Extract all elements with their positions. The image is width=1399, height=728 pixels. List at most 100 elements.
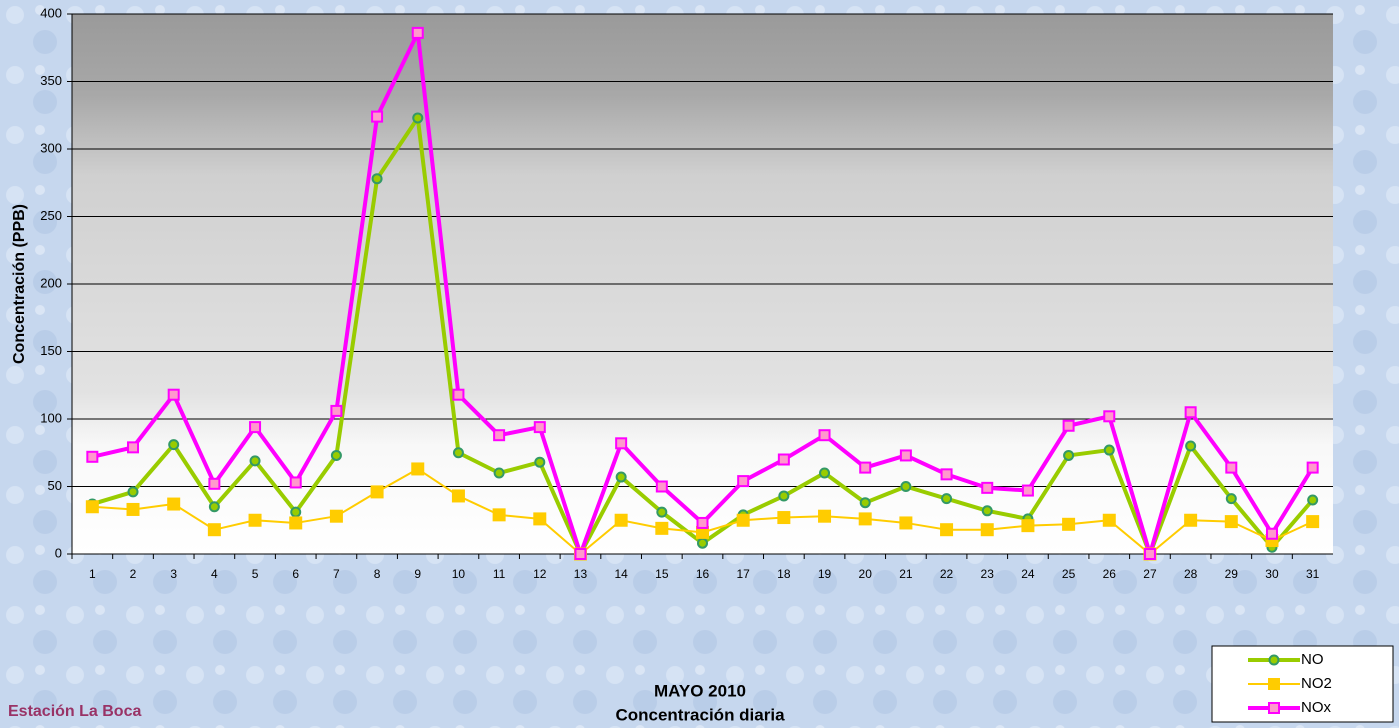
y-tick-label: 250 — [40, 208, 62, 223]
data-point — [251, 456, 260, 465]
data-point — [861, 498, 870, 507]
y-tick-label: 300 — [40, 140, 62, 155]
legend-label: NO2 — [1301, 675, 1332, 692]
data-point — [1023, 486, 1033, 496]
data-point — [493, 509, 505, 521]
y-tick-label: 100 — [40, 410, 62, 425]
data-point — [778, 512, 790, 524]
data-point — [332, 451, 341, 460]
x-tick-label: 31 — [1306, 567, 1320, 581]
x-tick-label: 10 — [452, 567, 466, 581]
data-point — [330, 510, 342, 522]
x-tick-label: 22 — [940, 567, 954, 581]
x-tick-label: 19 — [818, 567, 832, 581]
data-point — [453, 390, 463, 400]
data-point — [617, 473, 626, 482]
data-point — [1022, 520, 1034, 532]
legend-label: NO — [1301, 651, 1324, 668]
x-tick-label: 16 — [696, 567, 710, 581]
data-point — [1307, 516, 1319, 528]
data-point — [1063, 518, 1075, 530]
x-tick-label: 6 — [292, 567, 299, 581]
data-point — [331, 406, 341, 416]
chart: Concentración (PPB) MAYO 2010 Concentrac… — [0, 0, 1399, 728]
data-point — [413, 113, 422, 122]
data-point — [737, 514, 749, 526]
data-point — [373, 174, 382, 183]
data-point — [859, 513, 871, 525]
data-point — [1064, 421, 1074, 431]
x-tick-label: 4 — [211, 567, 218, 581]
data-point — [1064, 451, 1073, 460]
x-tick-label: 25 — [1062, 567, 1076, 581]
data-point — [208, 524, 220, 536]
x-tick-label: 24 — [1021, 567, 1035, 581]
data-point — [901, 482, 910, 491]
chart-title: MAYO 2010 — [654, 681, 746, 700]
data-point — [413, 28, 423, 38]
data-point — [86, 501, 98, 513]
data-point — [371, 486, 383, 498]
data-point — [535, 458, 544, 467]
x-tick-label: 26 — [1103, 567, 1117, 581]
data-point — [495, 469, 504, 478]
data-point — [942, 494, 951, 503]
data-point — [820, 469, 829, 478]
x-tick-label: 23 — [981, 567, 995, 581]
data-point — [983, 506, 992, 515]
x-tick-label: 13 — [574, 567, 588, 581]
data-point — [820, 430, 830, 440]
data-point — [615, 514, 627, 526]
data-point — [129, 487, 138, 496]
legend-marker — [1268, 678, 1280, 690]
data-point — [1105, 446, 1114, 455]
x-tick-label: 5 — [252, 567, 259, 581]
data-point — [1267, 529, 1277, 539]
x-tick-label: 7 — [333, 567, 340, 581]
x-tick-label: 15 — [655, 567, 669, 581]
data-point — [535, 422, 545, 432]
y-tick-label: 350 — [40, 73, 62, 88]
data-point — [779, 455, 789, 465]
data-point — [1186, 442, 1195, 451]
y-axis-label: Concentración (PPB) — [11, 204, 28, 364]
data-point — [452, 490, 464, 502]
data-point — [698, 518, 708, 528]
data-point — [779, 491, 788, 500]
x-tick-label: 11 — [493, 567, 506, 581]
data-point — [1227, 494, 1236, 503]
data-point — [127, 503, 139, 515]
y-tick-label: 0 — [55, 545, 62, 560]
data-point — [941, 524, 953, 536]
data-point — [1186, 407, 1196, 417]
x-tick-label: 21 — [899, 567, 913, 581]
data-point — [698, 539, 707, 548]
y-tick-label: 200 — [40, 275, 62, 290]
data-point — [982, 483, 992, 493]
data-point — [657, 482, 667, 492]
data-point — [1145, 549, 1155, 559]
data-point — [900, 517, 912, 529]
data-point — [290, 517, 302, 529]
data-point — [454, 448, 463, 457]
data-point — [1226, 463, 1236, 473]
data-point — [209, 479, 219, 489]
data-point — [981, 524, 993, 536]
x-tick-label: 27 — [1143, 567, 1157, 581]
x-tick-label: 20 — [859, 567, 873, 581]
data-point — [250, 422, 260, 432]
data-point — [1185, 514, 1197, 526]
x-tick-label: 29 — [1225, 567, 1239, 581]
x-tick-label: 12 — [533, 567, 547, 581]
data-point — [168, 498, 180, 510]
data-point — [534, 513, 546, 525]
x-tick-label: 9 — [414, 567, 421, 581]
data-point — [169, 390, 179, 400]
data-point — [1103, 514, 1115, 526]
legend-marker — [1270, 656, 1279, 665]
data-point — [1225, 516, 1237, 528]
data-point — [372, 112, 382, 122]
data-point — [1104, 411, 1114, 421]
data-point — [291, 477, 301, 487]
data-point — [860, 463, 870, 473]
